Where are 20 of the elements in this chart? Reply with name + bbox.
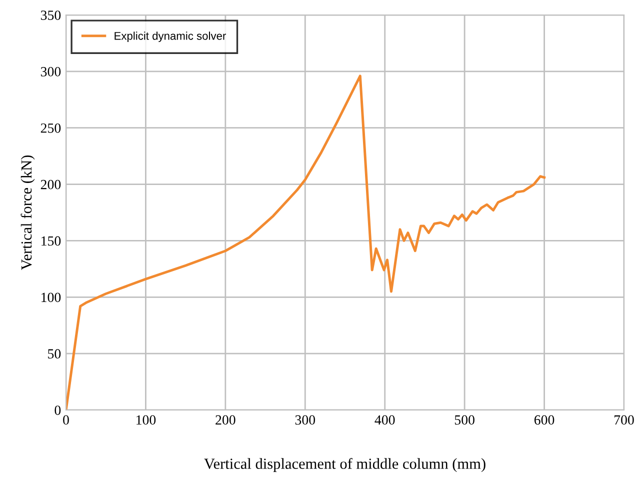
x-axis-title: Vertical displacement of middle column (mm) — [204, 458, 486, 472]
y-tick-label: 150 — [42, 236, 61, 246]
x-tick-label: 500 — [454, 415, 474, 425]
x-tick-label: 400 — [374, 415, 395, 425]
y-axis-title: Vertical force (kN) — [20, 155, 35, 270]
line-series — [66, 74, 546, 410]
x-tick-label: 200 — [216, 415, 236, 425]
y-tick-label: 50 — [48, 349, 61, 359]
x-tick-label: 600 — [534, 415, 554, 425]
x-tick-label: 700 — [614, 415, 634, 425]
y-tick-label: 200 — [40, 180, 61, 190]
y-tick-label: 0 — [54, 406, 61, 415]
y-tick-label: 250 — [40, 123, 61, 133]
y-tick-label: 100 — [42, 292, 61, 302]
legend-label: Explicit dynamic solver — [114, 32, 226, 42]
x-tick-label: 0 — [63, 415, 69, 425]
x-tick-label: 100 — [136, 415, 156, 425]
y-tick-label: 350 — [40, 10, 61, 20]
x-tick-label: 300 — [295, 415, 316, 425]
y-tick-label: 300 — [40, 67, 61, 76]
